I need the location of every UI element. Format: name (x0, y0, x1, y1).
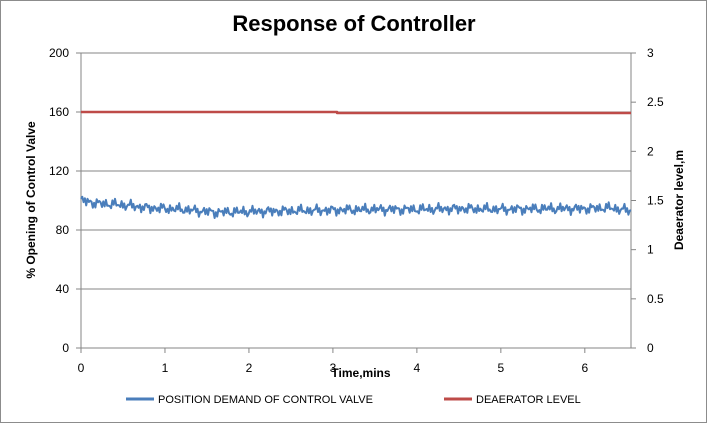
series-position-demand-line (80, 195, 632, 219)
x-tick-label: 5 (498, 361, 505, 375)
legend-label: DEAERATOR LEVEL (476, 394, 581, 406)
series-deaerator-level-line (81, 110, 631, 115)
series-layer (80, 110, 632, 219)
legend-label: POSITION DEMAND OF CONTROL VALVE (158, 394, 373, 406)
y-tick-label: 200 (49, 46, 69, 60)
y-tick-label: 120 (49, 164, 69, 178)
y-tick-label: 40 (56, 282, 70, 296)
y2-tick-label: 0.5 (647, 292, 664, 306)
legend: POSITION DEMAND OF CONTROL VALVE DEAERATO… (126, 394, 581, 406)
y2-axis-label: Deaerator level,m (672, 150, 686, 250)
x-tick-label: 3 (330, 361, 337, 375)
y-axis-ticks: 0 40 80 120 160 200 (49, 46, 81, 355)
y-tick-label: 0 (62, 341, 69, 355)
y2-tick-label: 0 (647, 341, 654, 355)
x-tick-label: 6 (581, 361, 588, 375)
chart-title: Response of Controller (232, 11, 476, 36)
x-tick-label: 1 (162, 361, 169, 375)
y-axis-label: % Opening of Control Valve (24, 121, 38, 279)
y2-tick-label: 1.5 (647, 194, 664, 208)
y2-tick-label: 1 (647, 243, 654, 257)
x-axis-ticks: 0 1 2 3 4 5 6 (78, 348, 588, 375)
x-tick-label: 2 (246, 361, 253, 375)
x-tick-label: 4 (414, 361, 421, 375)
y-tick-label: 160 (49, 105, 69, 119)
y2-tick-label: 3 (647, 46, 654, 60)
x-axis-label: Time,mins (331, 366, 390, 380)
y2-axis-ticks: 0 0.5 1 1.5 2 2.5 3 (631, 46, 664, 355)
y-tick-label: 80 (56, 223, 70, 237)
grid-layer (81, 52, 631, 290)
x-tick-label: 0 (78, 361, 85, 375)
y2-tick-label: 2.5 (647, 95, 664, 109)
y2-tick-label: 2 (647, 144, 654, 158)
